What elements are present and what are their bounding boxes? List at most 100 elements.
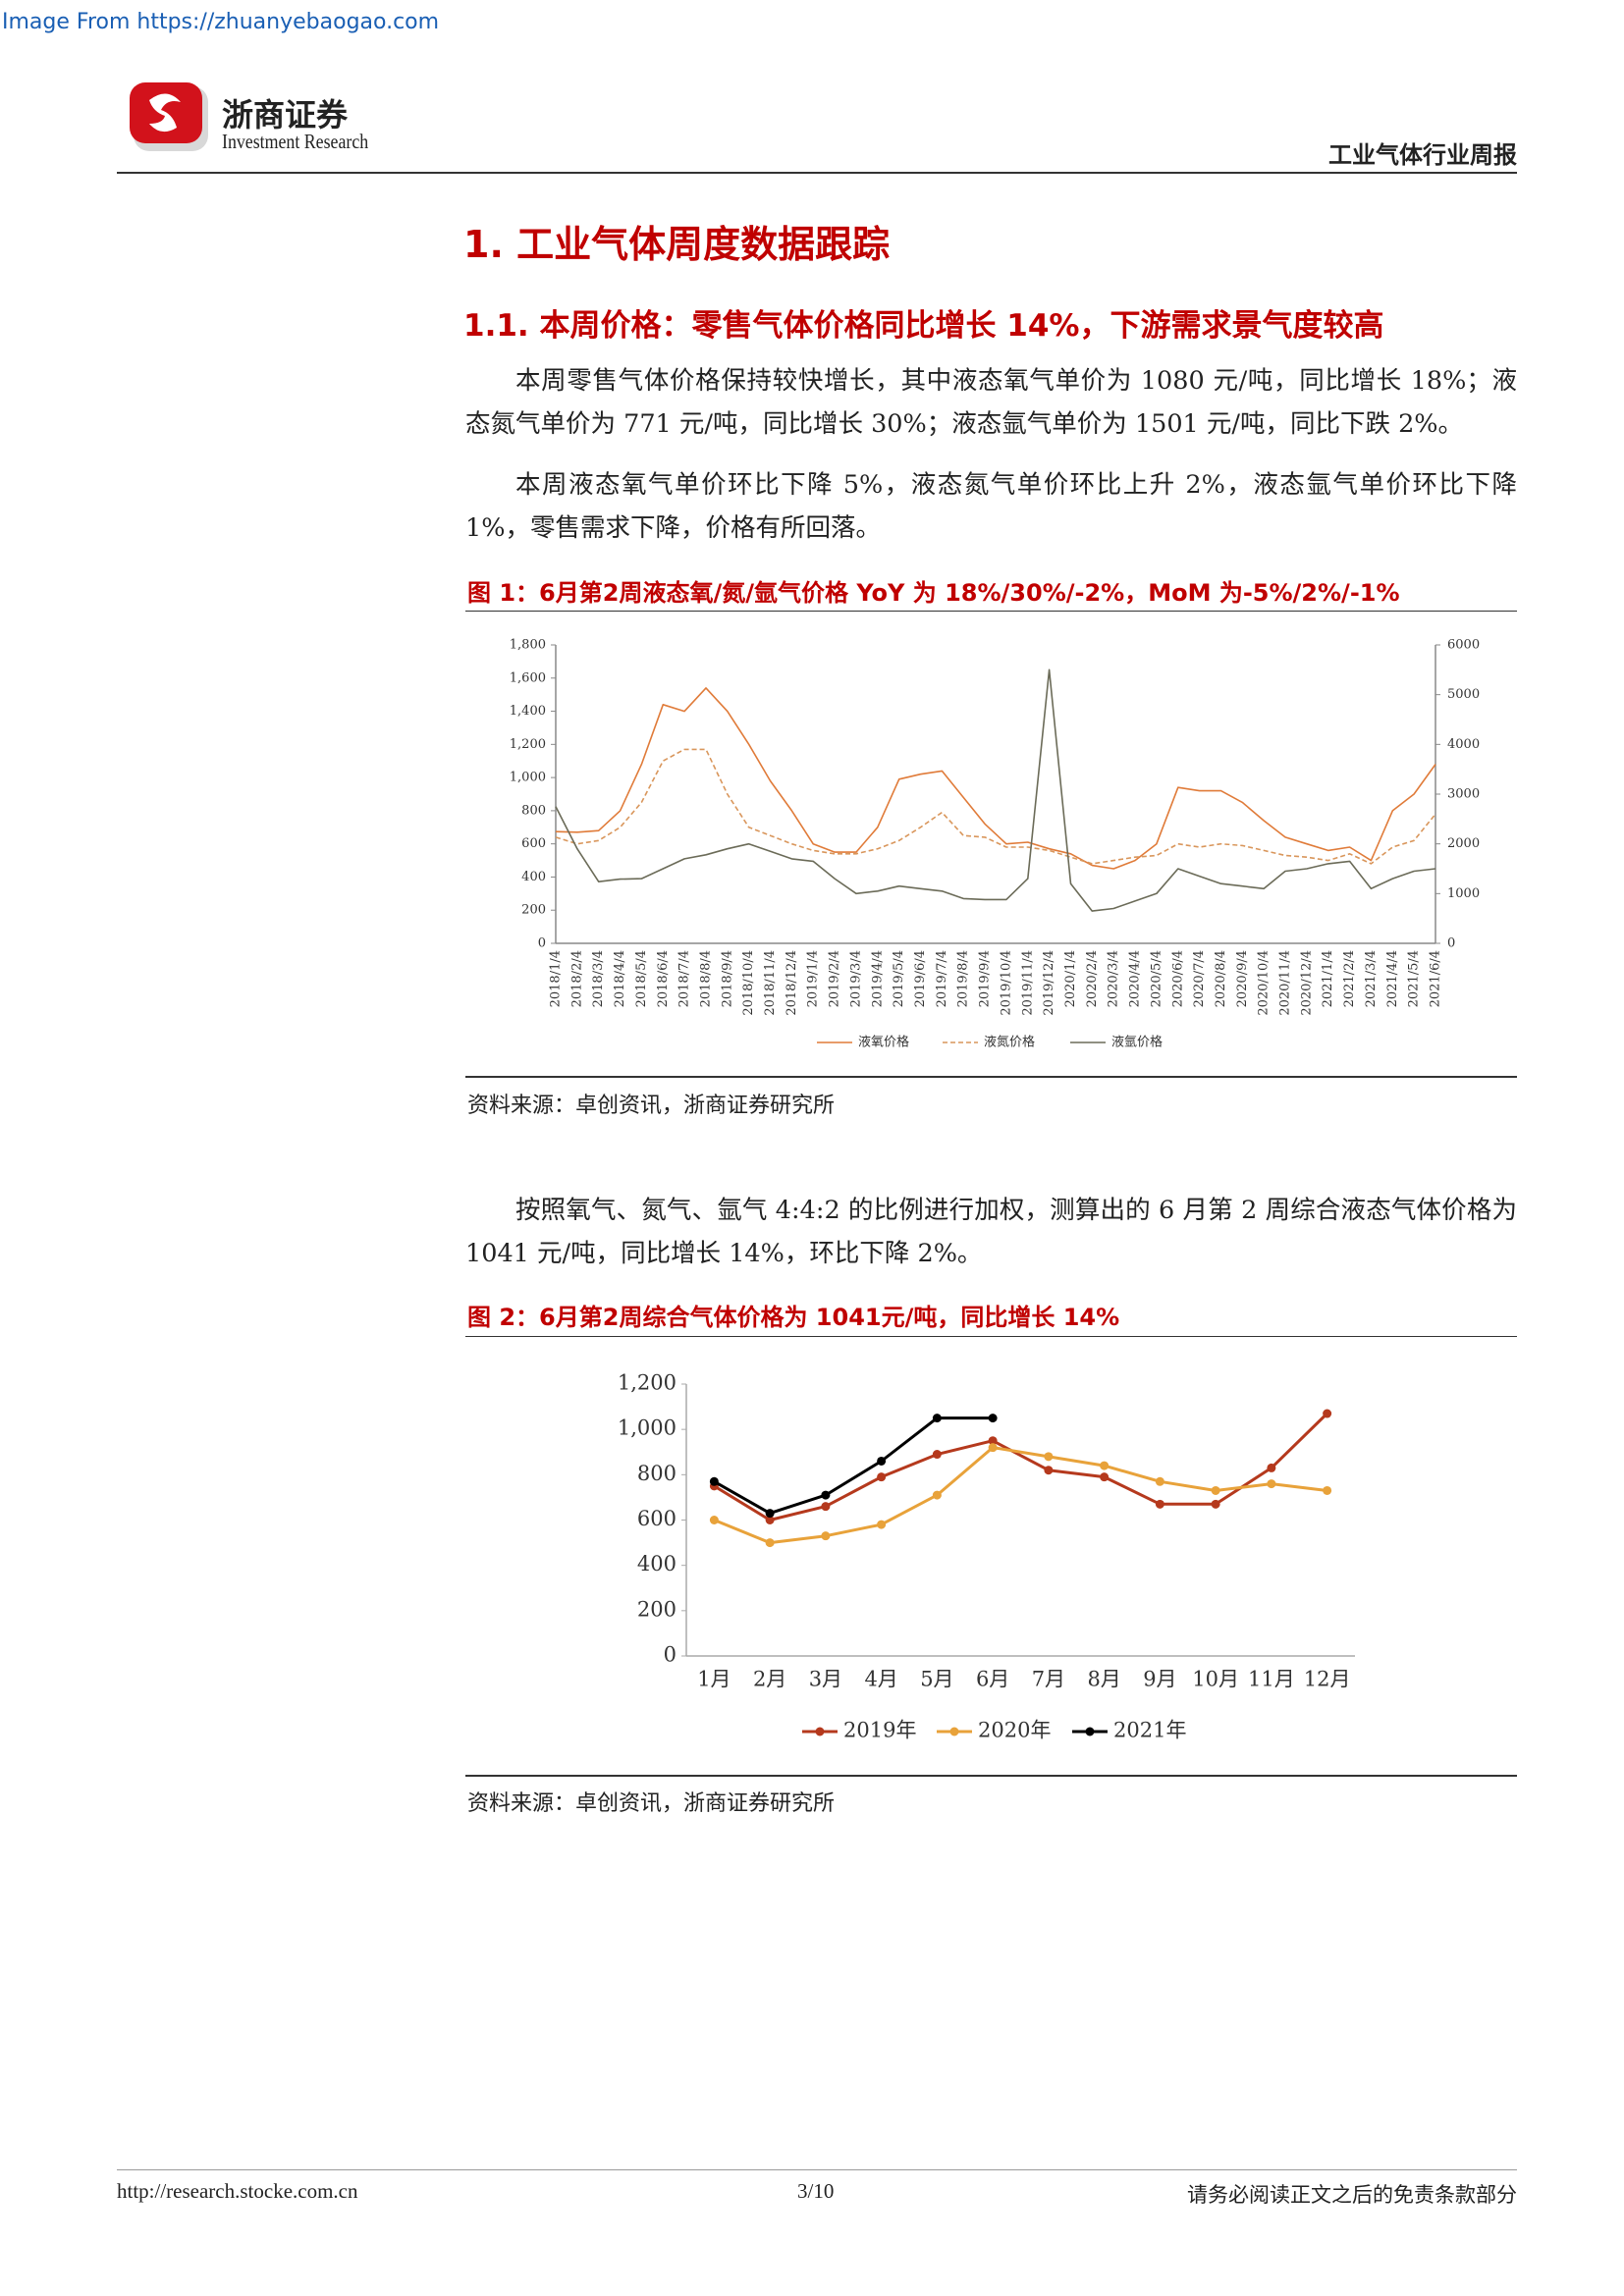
x-tick-label: 2020/8/4 [1214, 950, 1228, 1007]
data-point [877, 1520, 887, 1529]
figure-rule [465, 611, 1517, 612]
legend-label: 2019年 [843, 1719, 916, 1742]
footer-rule [117, 2169, 1517, 2170]
data-point [877, 1456, 887, 1466]
x-tick-label: 2021/5/4 [1407, 950, 1422, 1007]
x-tick-label: 2020/10/4 [1257, 950, 1272, 1016]
x-tick-label: 2019/7/4 [935, 950, 949, 1007]
y-tick-label: 2000 [1447, 836, 1480, 851]
y-tick-label: 5000 [1447, 687, 1480, 702]
y-tick-label: 1000 [1447, 886, 1480, 901]
x-tick-label: 2018/4/4 [613, 950, 627, 1007]
x-tick-label: 2019/3/4 [848, 950, 863, 1007]
x-tick-label: 8月 [1087, 1668, 1120, 1691]
data-point [821, 1502, 831, 1512]
data-point [765, 1516, 775, 1524]
x-tick-label: 1月 [697, 1668, 731, 1691]
x-tick-label: 2021/4/4 [1385, 950, 1400, 1007]
y-tick-label: 3000 [1447, 787, 1480, 802]
data-point [709, 1516, 719, 1524]
watermark: Image From https://zhuanyebaogao.com [2, 10, 440, 34]
figure-title: 图 1：6月第2周液态氧/氮/氩气价格 YoY 为 18%/30%/-2%，Mo… [467, 579, 1400, 607]
logo [130, 82, 208, 151]
series-line [555, 668, 1436, 912]
series-line [713, 1416, 994, 1516]
logo-mark [149, 93, 181, 133]
data-point [988, 1414, 998, 1423]
legend-swatch [815, 1727, 825, 1736]
chart: 0 200 400 600 800 1,000 1,200 1,400 1,600 1,800 0 1… [510, 638, 1480, 1050]
data-point [765, 1538, 775, 1548]
header-rule [117, 172, 1517, 174]
x-tick-label: 2018/1/4 [549, 950, 564, 1007]
data-point [1267, 1479, 1276, 1489]
x-tick-label: 2020/5/4 [1149, 950, 1164, 1007]
data-point [988, 1443, 998, 1453]
y-tick-label: 400 [637, 1552, 677, 1575]
legend-label: 2020年 [978, 1719, 1051, 1742]
data-point [821, 1531, 831, 1541]
y-tick-label: 400 [521, 870, 546, 884]
x-tick-label: 4月 [864, 1668, 897, 1691]
x-tick-label: 2019/11/4 [1020, 950, 1035, 1016]
y-tick-label: 800 [637, 1462, 677, 1485]
x-tick-label: 2018/8/4 [698, 950, 713, 1007]
legend-label: 2021年 [1113, 1719, 1186, 1742]
series-line [713, 1412, 1328, 1522]
report-name: 工业气体行业周报 [1328, 141, 1517, 169]
x-tick-label: 2019/4/4 [870, 950, 885, 1007]
y-tick-label: 1,800 [510, 638, 546, 653]
x-tick-label: 2018/5/4 [634, 950, 649, 1007]
y-tick-label: 600 [637, 1507, 677, 1530]
data-point [932, 1450, 942, 1460]
x-tick-label: 2019/1/4 [806, 950, 821, 1007]
figure-rule [465, 1076, 1517, 1078]
data-point [709, 1476, 719, 1486]
x-tick-label: 2020/11/4 [1278, 950, 1293, 1016]
data-point [932, 1414, 942, 1423]
legend-label: 液氮价格 [984, 1035, 1035, 1050]
data-point [988, 1436, 998, 1446]
x-tick-label: 2020/12/4 [1299, 950, 1314, 1016]
source-note: 资料来源：卓创资讯，浙商证券研究所 [467, 1791, 836, 1816]
x-tick-label: 3月 [809, 1668, 842, 1691]
y-tick-label: 1,200 [618, 1371, 677, 1395]
y-tick-label: 1,000 [618, 1416, 677, 1440]
y-tick-label: 6000 [1447, 638, 1480, 653]
y-tick-label: 1,200 [510, 737, 546, 752]
figure-title: 图 2：6月第2周综合气体价格为 1041元/吨，同比增长 14% [467, 1304, 1120, 1331]
series-line [555, 687, 1436, 870]
x-tick-label: 2020/2/4 [1085, 950, 1100, 1007]
data-point [1211, 1485, 1220, 1495]
x-tick-label: 7月 [1032, 1668, 1065, 1691]
series-line [555, 748, 1436, 865]
x-tick-label: 2019/8/4 [956, 950, 971, 1007]
brand-en: Investment Research [222, 130, 369, 153]
legend-label: 液氧价格 [858, 1035, 909, 1050]
footer-disclaimer: 请务必阅读正文之后的免责条款部分 [1187, 2183, 1517, 2207]
data-point [1155, 1476, 1164, 1486]
y-tick-label: 0 [664, 1643, 677, 1667]
x-tick-label: 2021/3/4 [1364, 950, 1379, 1007]
y-tick-label: 800 [521, 803, 546, 818]
x-tick-label: 2019/10/4 [999, 950, 1013, 1016]
data-point [1323, 1409, 1332, 1418]
x-tick-label: 2018/10/4 [741, 950, 756, 1016]
x-tick-label: 2月 [753, 1668, 786, 1691]
x-tick-label: 2020/4/4 [1128, 950, 1143, 1007]
x-tick-label: 2018/3/4 [591, 950, 606, 1007]
x-tick-label: 2018/11/4 [763, 950, 778, 1016]
heading-1: 1. 工业气体周度数据跟踪 [463, 223, 891, 266]
x-tick-label: 2021/1/4 [1321, 950, 1335, 1007]
chart: 0 200 400 600 800 1,000 1,200 1月 2月 3月 4月 5月 6月 7月 8月 9… [618, 1371, 1355, 1742]
data-point [1100, 1472, 1110, 1482]
x-tick-label: 2020/7/4 [1192, 950, 1207, 1007]
x-tick-label: 2020/9/4 [1235, 950, 1250, 1007]
y-tick-label: 0 [1447, 936, 1455, 951]
x-tick-label: 2019/2/4 [828, 950, 842, 1007]
y-tick-label: 4000 [1447, 737, 1480, 752]
x-tick-label: 6月 [976, 1668, 1009, 1691]
heading-2: 1.1. 本周价格：零售气体价格同比增长 14%，下游需求景气度较高 [463, 308, 1384, 344]
x-tick-label: 2018/7/4 [677, 950, 692, 1007]
